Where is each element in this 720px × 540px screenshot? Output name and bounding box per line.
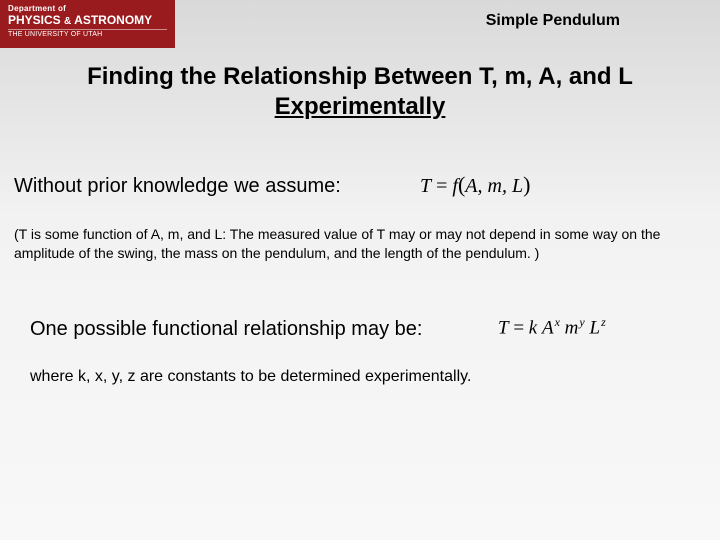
formula-power-law: T = k Ax my Lz <box>498 315 606 339</box>
formula2-y: y <box>579 315 584 329</box>
formula1-eq: = <box>431 175 452 197</box>
formula2-z: z <box>601 315 606 329</box>
dept-logo: Department of PHYSICS & ASTRONOMY THE UN… <box>0 0 175 48</box>
formula1-T: T <box>420 175 431 197</box>
formula2-x: x <box>555 315 560 329</box>
logo-divider <box>8 29 167 30</box>
logo-astronomy: ASTRONOMY <box>74 13 152 27</box>
formula2-m: m <box>565 317 579 338</box>
assume-text: Without prior knowledge we assume: <box>14 175 341 198</box>
formula2-eq: = <box>509 317 529 338</box>
logo-university: THE UNIVERSITY OF UTAH <box>8 31 167 38</box>
possible-relationship-text: One possible functional relationship may… <box>30 318 422 341</box>
slide-topic: Simple Pendulum <box>486 12 620 30</box>
logo-physics: PHYSICS <box>8 13 61 27</box>
formula-t-equals-f: T = f(A, m, L) <box>420 172 530 198</box>
slide-title: Finding the Relationship Between T, m, A… <box>0 62 720 122</box>
logo-main: PHYSICS & ASTRONOMY <box>8 14 167 27</box>
where-constants-text: where k, x, y, z are constants to be det… <box>30 368 471 386</box>
formula2-k: k <box>529 317 537 338</box>
formula2-A: A <box>542 317 554 338</box>
formula1-rparen: ) <box>523 172 530 197</box>
explanation-note: (T is some function of A, m, and L: The … <box>14 225 706 263</box>
formula1-args: A, m, L <box>465 175 523 197</box>
formula2-L: L <box>589 317 600 338</box>
logo-amp: & <box>64 16 71 27</box>
title-line2: Experimentally <box>275 93 446 120</box>
logo-dept-label: Department of <box>8 4 167 13</box>
title-line1: Finding the Relationship Between T, m, A… <box>87 63 633 90</box>
formula2-T: T <box>498 317 509 338</box>
